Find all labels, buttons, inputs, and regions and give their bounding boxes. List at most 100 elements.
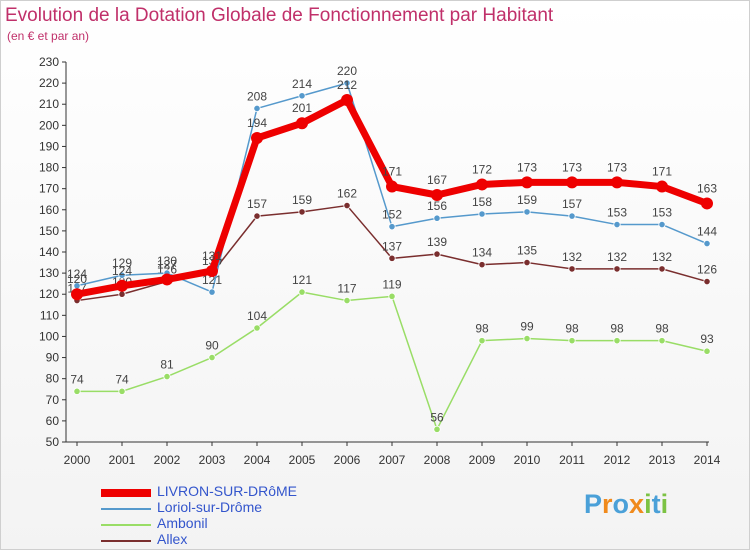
data-label: 98 xyxy=(655,322,669,336)
data-label: 119 xyxy=(382,277,401,291)
data-point xyxy=(253,212,261,220)
y-tick-label: 60 xyxy=(46,414,60,428)
data-point xyxy=(656,180,668,193)
data-point xyxy=(568,337,576,345)
y-tick-label: 90 xyxy=(46,351,60,365)
data-label: 90 xyxy=(205,339,219,353)
data-label: 159 xyxy=(517,193,537,207)
data-label: 121 xyxy=(292,273,312,287)
data-point xyxy=(118,387,126,395)
data-point xyxy=(658,337,666,345)
logo-letter: o xyxy=(612,489,630,519)
data-label: 163 xyxy=(697,181,717,195)
data-point xyxy=(658,265,666,273)
y-tick-label: 120 xyxy=(39,287,59,301)
data-label: 220 xyxy=(337,64,357,78)
data-point xyxy=(613,265,621,273)
data-point xyxy=(163,372,171,381)
x-tick-label: 2010 xyxy=(514,453,541,467)
data-point xyxy=(343,296,351,305)
data-point xyxy=(478,210,486,218)
legend-label-livron: LIVRON-SUR-DRôME xyxy=(157,483,298,499)
data-label: 144 xyxy=(697,225,717,239)
legend-swatch-livron xyxy=(101,489,151,497)
x-tick-label: 2013 xyxy=(649,453,676,467)
data-label: 98 xyxy=(610,322,624,336)
data-point xyxy=(433,250,441,258)
x-tick-label: 2014 xyxy=(694,453,721,467)
data-label: 131 xyxy=(202,249,222,263)
x-tick-label: 2006 xyxy=(334,453,361,467)
y-tick-label: 150 xyxy=(39,224,59,238)
data-point xyxy=(298,92,306,100)
data-label: 126 xyxy=(697,263,717,277)
legend-swatch-allex xyxy=(101,540,151,542)
y-tick-label: 190 xyxy=(39,139,59,153)
data-point xyxy=(523,334,531,343)
x-tick-label: 2000 xyxy=(64,453,91,467)
data-label: 93 xyxy=(700,332,714,346)
data-point xyxy=(433,425,441,433)
data-label: 117 xyxy=(337,282,356,296)
data-label: 167 xyxy=(427,173,447,187)
data-point xyxy=(433,214,441,222)
data-label: 152 xyxy=(382,208,402,222)
data-point xyxy=(568,265,576,273)
y-tick-label: 100 xyxy=(39,329,59,343)
data-point xyxy=(568,212,576,220)
x-tick-label: 2005 xyxy=(289,453,316,467)
x-tick-label: 2003 xyxy=(199,453,226,467)
data-point xyxy=(613,220,621,229)
data-point xyxy=(703,277,711,286)
data-label: 173 xyxy=(607,160,627,174)
data-label: 173 xyxy=(562,160,582,174)
data-label: 129 xyxy=(112,256,132,270)
data-point xyxy=(658,220,666,229)
data-point xyxy=(523,208,531,216)
y-tick-label: 130 xyxy=(39,266,59,280)
y-tick-label: 140 xyxy=(39,245,59,259)
data-label: 159 xyxy=(292,193,312,207)
legend-item-livron: LIVRON-SUR-DRôME xyxy=(101,483,361,501)
data-point xyxy=(118,271,126,279)
data-label: 158 xyxy=(472,195,492,209)
data-point xyxy=(476,178,488,191)
y-tick-label: 110 xyxy=(40,308,59,322)
legend-item-loriol: Loriol-sur-Drôme xyxy=(101,499,361,517)
data-point xyxy=(296,117,308,130)
proxiti-logo: Proxiti xyxy=(584,489,668,520)
data-point xyxy=(253,324,261,332)
y-tick-label: 50 xyxy=(46,435,60,449)
x-tick-label: 2011 xyxy=(559,453,585,467)
data-label: 127 xyxy=(157,257,177,271)
y-tick-label: 80 xyxy=(46,372,60,386)
x-tick-label: 2001 xyxy=(109,453,136,467)
data-label: 137 xyxy=(382,239,402,253)
data-label: 212 xyxy=(337,78,357,92)
data-label: 132 xyxy=(562,250,582,264)
data-point xyxy=(611,176,623,189)
data-point xyxy=(208,288,216,296)
data-label: 132 xyxy=(607,250,627,264)
legend-swatch-loriol xyxy=(101,508,151,510)
legend-label-ambonil: Ambonil xyxy=(157,515,208,531)
data-label: 153 xyxy=(607,206,627,220)
data-label: 208 xyxy=(247,89,267,103)
logo-letter: r xyxy=(602,489,613,519)
logo-letter: P xyxy=(584,489,603,519)
legend-item-allex: Allex xyxy=(101,531,361,549)
data-point xyxy=(341,94,353,106)
data-label: 98 xyxy=(475,322,489,336)
x-tick-label: 2012 xyxy=(604,453,631,467)
data-point xyxy=(478,261,486,269)
data-label: 171 xyxy=(652,165,672,179)
x-tick-label: 2007 xyxy=(379,453,406,467)
data-point xyxy=(298,208,306,216)
data-point xyxy=(386,180,398,193)
logo-letter: x xyxy=(629,489,645,519)
logo-letter: i xyxy=(644,489,652,519)
data-point xyxy=(343,79,351,87)
data-label: 74 xyxy=(115,372,129,386)
data-point xyxy=(116,279,128,292)
data-label: 56 xyxy=(430,410,444,424)
